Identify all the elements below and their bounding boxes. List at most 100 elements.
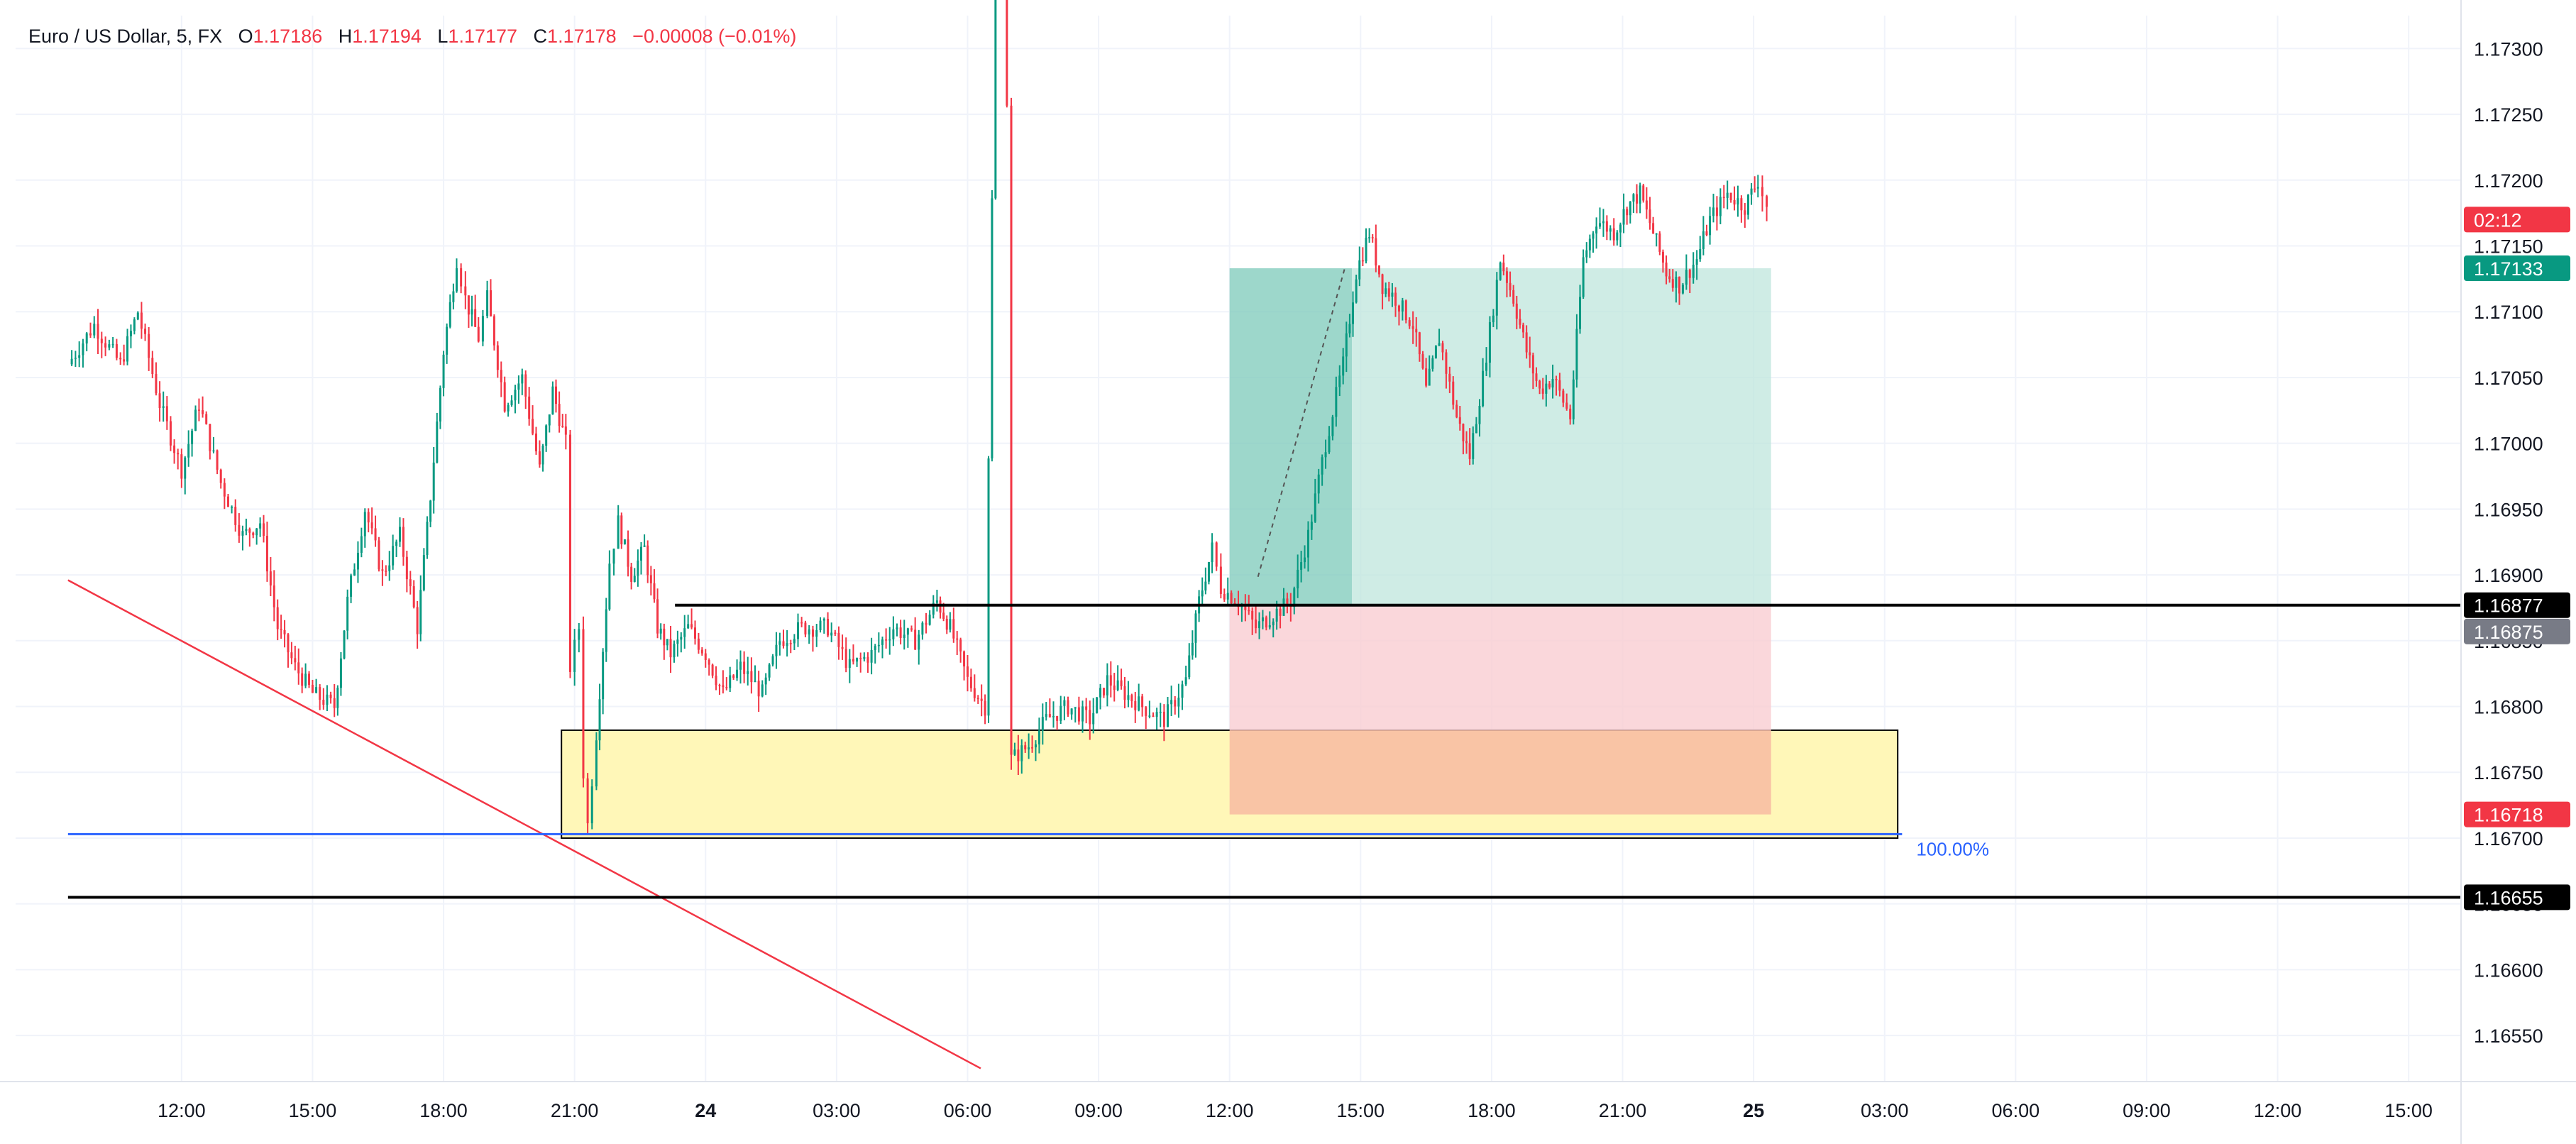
candle-body: [1342, 356, 1345, 376]
candle-body: [859, 658, 862, 659]
candle-body: [1579, 297, 1582, 329]
candle-body: [844, 649, 847, 669]
candle-body: [1215, 542, 1218, 567]
candle-body: [1408, 320, 1411, 326]
candle-body: [659, 628, 662, 634]
candle-body: [1310, 522, 1313, 530]
time-tick-label: 12:00: [2254, 1100, 2302, 1121]
candle-body: [969, 676, 972, 688]
candle-body: [1715, 207, 1718, 216]
candle-body: [949, 619, 952, 630]
candle-body: [1335, 387, 1338, 417]
candle-body: [402, 527, 404, 557]
candle-body: [1010, 105, 1013, 755]
candle-body: [1569, 408, 1572, 419]
price-tick-label: 1.17300: [2474, 38, 2543, 60]
candle-body: [1081, 706, 1084, 722]
candle-body: [1031, 747, 1034, 749]
candle-body: [663, 628, 666, 646]
candle-body: [1452, 381, 1455, 405]
candle-body: [1355, 279, 1358, 303]
candle-body: [1595, 226, 1598, 233]
candle-body: [1485, 363, 1488, 371]
candle-body: [1017, 749, 1020, 761]
candle-body: [1077, 707, 1080, 722]
candle-body: [1194, 613, 1197, 643]
price-tick-label: 1.17150: [2474, 236, 2543, 258]
candle-body: [956, 638, 959, 640]
candle-body: [464, 286, 467, 296]
candle-body: [1240, 606, 1243, 607]
candle-body: [1191, 642, 1194, 656]
candle-body: [856, 658, 859, 662]
candle-body: [1028, 747, 1030, 749]
candle-body: [697, 638, 700, 650]
candle-body: [136, 312, 139, 320]
candle-body: [370, 522, 373, 529]
time-tick-label: 18:00: [1468, 1100, 1516, 1121]
candle-body: [966, 666, 969, 677]
candle-body: [690, 624, 693, 628]
candle-body: [276, 607, 279, 629]
symbol-title: Euro / US Dollar, 5, FX: [28, 26, 223, 47]
candle-body: [848, 659, 851, 669]
candle-body: [356, 552, 359, 570]
candle-body: [78, 355, 81, 358]
drawings[interactable]: 100.00%: [67, 268, 2461, 1069]
candle-body: [732, 675, 735, 678]
candle-body: [1063, 700, 1066, 706]
candle-body: [1418, 332, 1421, 355]
candle-body: [219, 469, 222, 483]
candle-body: [797, 622, 800, 639]
candle-body: [764, 677, 767, 685]
candle-body: [474, 309, 477, 327]
open-key: O: [238, 26, 253, 47]
candle-body: [336, 688, 339, 708]
candle-body: [1495, 280, 1498, 316]
candle-body: [1244, 606, 1247, 610]
candle-body: [877, 644, 880, 647]
candle-body: [1261, 617, 1264, 622]
candle-body: [1519, 319, 1521, 325]
candle-body: [1541, 388, 1544, 394]
candle-body: [555, 386, 558, 405]
candle-body: [280, 629, 282, 630]
candle-body: [676, 639, 679, 644]
candle-body: [811, 629, 814, 637]
candle-body: [952, 619, 955, 639]
candle-body: [605, 609, 607, 652]
candle-body: [935, 600, 938, 603]
candle-body: [945, 619, 948, 630]
candle-body: [1255, 619, 1257, 629]
candle-body: [874, 646, 876, 650]
candle-body: [507, 405, 510, 412]
candle-body: [558, 404, 561, 427]
candle-body: [1275, 608, 1278, 622]
candle-body: [416, 607, 419, 634]
candle-body: [1365, 237, 1367, 262]
price-label-text: 1.17133: [2474, 258, 2543, 280]
candle-body: [687, 624, 690, 629]
candle-body: [1458, 417, 1461, 424]
candle-body: [718, 685, 721, 686]
candle-body: [711, 664, 714, 676]
candle-body: [209, 424, 211, 451]
candle-body: [333, 698, 336, 708]
candle-body: [363, 512, 366, 537]
candle-body: [1729, 192, 1732, 201]
candle-body: [1531, 355, 1534, 374]
price-label-line: [2464, 592, 2570, 618]
price-label-last: [2464, 618, 2570, 644]
candle-body: [1502, 263, 1505, 272]
candle-body: [1134, 700, 1137, 710]
candle-body: [311, 684, 314, 693]
time-tick-label: 24: [695, 1100, 716, 1121]
candle-body: [598, 699, 601, 741]
candle-body: [722, 685, 725, 688]
candle-body: [202, 409, 204, 414]
candle-body: [409, 579, 412, 587]
candle-body: [590, 786, 593, 824]
candle-body: [1048, 714, 1051, 717]
